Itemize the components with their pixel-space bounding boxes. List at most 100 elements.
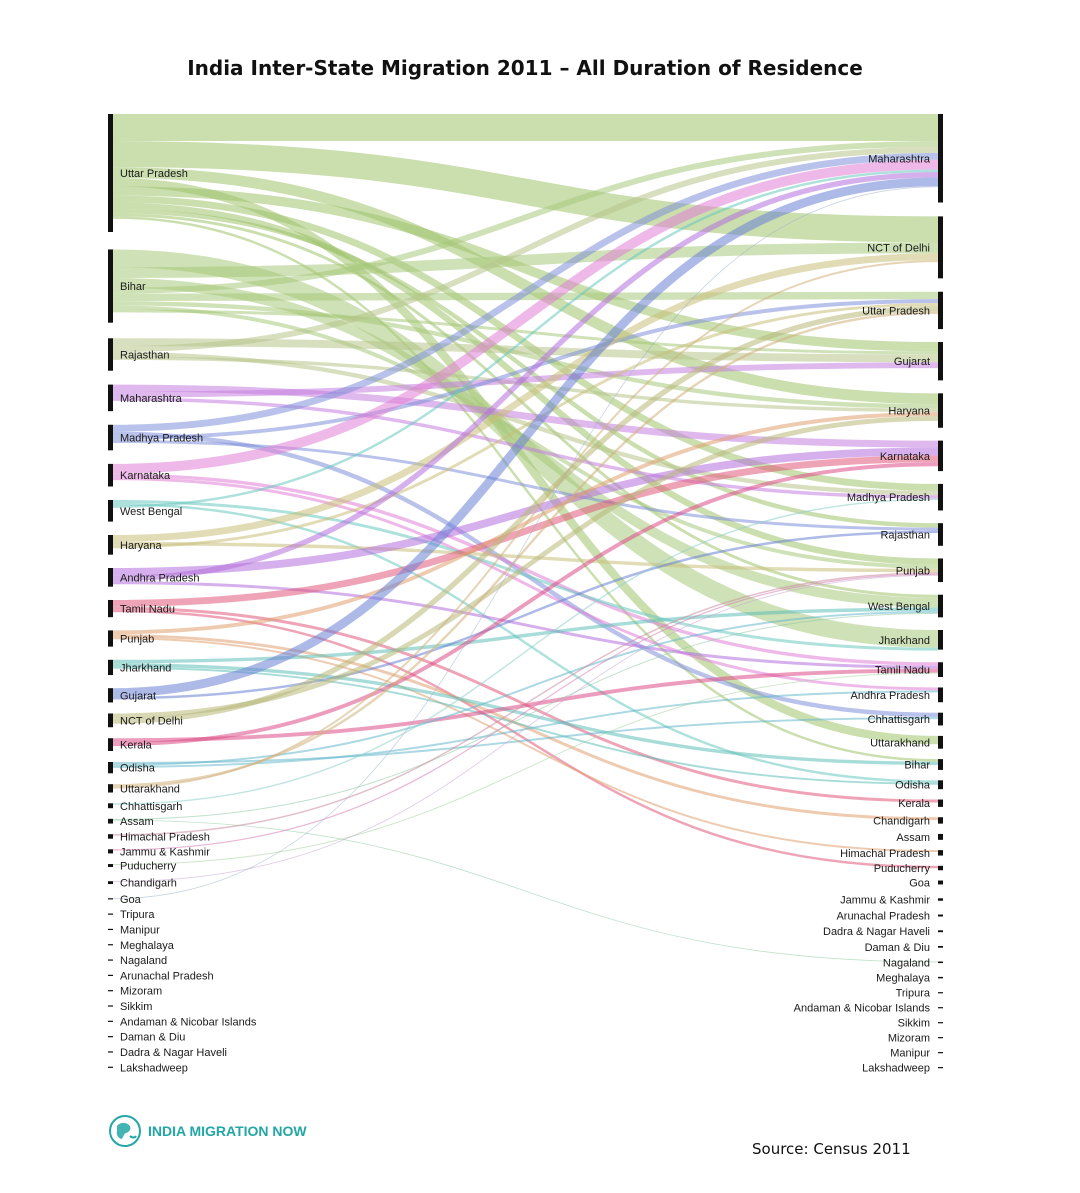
source-node-bar [108, 1020, 113, 1022]
source-node-bar [108, 864, 113, 867]
flow-link [112, 499, 939, 651]
flow-link [112, 462, 939, 747]
source-node-label: NCT of Delhi [120, 715, 183, 727]
flow-link [112, 141, 939, 294]
flow-link [112, 169, 939, 508]
target-node-bar [938, 865, 943, 871]
flow-link [112, 303, 939, 549]
source-node-label: Tamil Nadu [120, 604, 175, 616]
logo: INDIA MIGRATION NOW [108, 1114, 307, 1148]
target-node-label: Uttar Pradesh [862, 305, 930, 317]
source-node-label: Arunachal Pradesh [120, 970, 214, 982]
source-node-label: Madhya Pradesh [120, 433, 203, 445]
source-node-bar [108, 630, 113, 647]
target-node-bar [938, 1022, 943, 1024]
target-node-label: Maharashtra [868, 153, 931, 165]
target-node-bar [938, 759, 943, 770]
flow-link [112, 299, 939, 440]
target-node-bar [938, 850, 943, 856]
source-node-label: Jammu & Kashmir [120, 846, 210, 858]
source-node-label: Odisha [120, 763, 156, 775]
source-node-label: Daman & Diu [120, 1032, 185, 1044]
target-node-bar [938, 1052, 943, 1054]
target-node-label: Himachal Pradesh [840, 848, 930, 860]
target-node-bar [938, 898, 943, 901]
target-node-bar [938, 440, 943, 472]
target-node-label: Assam [896, 832, 930, 844]
source-node-bar [108, 784, 113, 793]
source-node-bar [108, 568, 113, 587]
target-node-label: Andaman & Nicobar Islands [794, 1003, 931, 1015]
target-node-label: Nagaland [883, 957, 930, 969]
target-node-bar [938, 216, 943, 279]
target-node-label: West Bengal [868, 601, 930, 613]
source-node-bar [108, 1036, 113, 1038]
target-node-bar [938, 914, 943, 917]
target-node-label: Lakshadweep [862, 1063, 930, 1075]
target-node-label: Meghalaya [876, 973, 931, 985]
flow-link [112, 309, 939, 355]
target-node-label: Daman & Diu [865, 942, 930, 954]
target-node-label: Manipur [890, 1048, 930, 1060]
source-node-bar [108, 898, 113, 900]
nodes-group [108, 114, 943, 1069]
source-node-label: Assam [120, 816, 154, 828]
flow-link [112, 260, 939, 789]
source-node-label: Haryana [120, 540, 162, 552]
source-node-label: Manipur [120, 924, 160, 936]
source-node-bar [108, 928, 113, 931]
target-node-label: Bihar [904, 760, 930, 772]
flow-link [112, 612, 939, 820]
flow-link [112, 573, 939, 851]
flow-link [112, 690, 939, 768]
target-node-label: Madhya Pradesh [847, 492, 930, 504]
flow-link [112, 167, 939, 405]
target-node-bar [938, 662, 943, 678]
source-node-bar [108, 990, 113, 992]
flow-link [112, 305, 939, 724]
flow-link [112, 663, 939, 766]
source-node-label: Mizoram [120, 986, 162, 998]
target-node-bar [938, 880, 943, 885]
flow-link [112, 819, 939, 963]
flow-link [112, 152, 939, 432]
flow-link [112, 455, 939, 607]
source-node-bar [108, 1005, 113, 1007]
flow-link [112, 609, 939, 869]
target-node-label: Rajasthan [880, 529, 930, 541]
flow-link [112, 146, 939, 353]
source-node-bar [108, 959, 113, 961]
source-node-bar [108, 599, 113, 618]
flow-link [112, 477, 939, 691]
target-node-bar [938, 930, 943, 933]
target-node-bar [938, 735, 943, 749]
flow-link [112, 541, 939, 573]
target-node-bar [938, 558, 943, 583]
source-node-label: Gujarat [120, 690, 156, 702]
source-node-bar [108, 463, 113, 487]
source-node-label: Tripura [120, 909, 155, 921]
source-node-label: Bihar [120, 281, 146, 293]
flow-link [112, 717, 939, 764]
flow-link [112, 356, 939, 413]
flow-link [112, 397, 939, 499]
flow-link [112, 581, 939, 669]
target-node-bar [938, 523, 943, 546]
flow-link [112, 572, 939, 836]
source-node-label: Andhra Pradesh [120, 572, 200, 584]
target-node-label: Kerala [898, 798, 931, 810]
target-node-bar [938, 817, 943, 824]
target-node-label: Jharkhand [879, 635, 930, 647]
target-node-label: Tripura [896, 988, 931, 1000]
source-node-label: Sikkim [120, 1001, 152, 1013]
target-node-label: Chhattisgarh [868, 714, 930, 726]
target-node-bar [938, 1037, 943, 1039]
source-node-label: Goa [120, 894, 142, 906]
target-node-label: Chandigarh [873, 815, 930, 827]
flow-link [112, 637, 939, 853]
source-node-label: Lakshadweep [120, 1062, 188, 1074]
flow-link [112, 186, 939, 900]
source-node-label: Jharkhand [120, 662, 171, 674]
source-node-label: Andaman & Nicobar Islands [120, 1016, 257, 1028]
